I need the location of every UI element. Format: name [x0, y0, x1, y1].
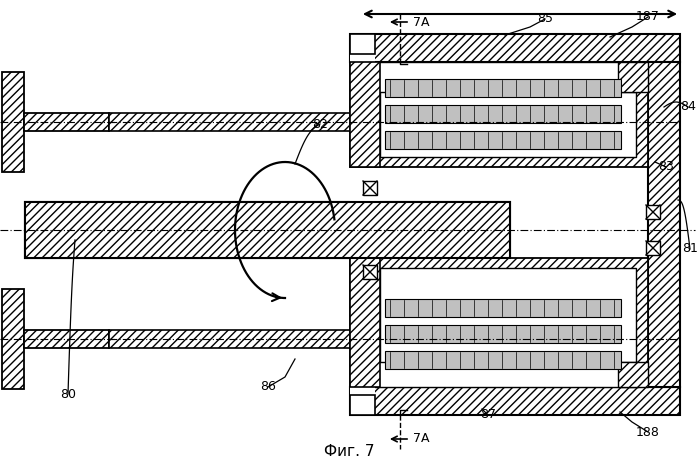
- Bar: [109, 330, 350, 348]
- Bar: [350, 34, 375, 54]
- Bar: [350, 62, 648, 167]
- Bar: [618, 362, 648, 387]
- Bar: [350, 387, 680, 415]
- Text: 87: 87: [480, 409, 496, 422]
- Bar: [350, 258, 380, 387]
- Text: 187: 187: [636, 10, 660, 23]
- Bar: [385, 131, 621, 149]
- Bar: [350, 387, 375, 415]
- Text: 84: 84: [680, 100, 696, 113]
- Bar: [385, 79, 621, 97]
- Bar: [25, 202, 510, 258]
- Bar: [350, 62, 380, 167]
- Text: Фиг. 7: Фиг. 7: [324, 444, 374, 459]
- Bar: [350, 34, 680, 62]
- Bar: [375, 362, 638, 387]
- Bar: [385, 351, 621, 369]
- Bar: [25, 202, 510, 258]
- Bar: [363, 265, 377, 279]
- Text: 86: 86: [260, 381, 276, 394]
- Text: 80: 80: [60, 388, 76, 401]
- Bar: [380, 268, 636, 377]
- Text: 82: 82: [312, 118, 328, 130]
- Text: 7A: 7A: [413, 15, 429, 28]
- Bar: [648, 62, 680, 387]
- Bar: [24, 113, 109, 131]
- Bar: [350, 258, 648, 387]
- Bar: [2, 72, 24, 172]
- Text: 85: 85: [537, 13, 553, 26]
- Bar: [350, 34, 375, 62]
- Bar: [350, 168, 380, 202]
- Bar: [385, 105, 621, 123]
- Bar: [2, 289, 24, 389]
- Bar: [375, 62, 638, 92]
- Bar: [363, 181, 377, 195]
- Bar: [350, 202, 385, 258]
- Bar: [385, 325, 621, 343]
- Text: 188: 188: [636, 425, 660, 439]
- Bar: [24, 330, 109, 348]
- Text: 83: 83: [658, 161, 674, 174]
- Bar: [109, 113, 350, 131]
- Bar: [646, 241, 660, 255]
- Bar: [618, 62, 648, 92]
- Text: 81: 81: [682, 242, 698, 255]
- Bar: [380, 72, 636, 157]
- Bar: [350, 395, 375, 415]
- Bar: [646, 205, 660, 219]
- Bar: [385, 299, 621, 317]
- Text: 7A: 7A: [413, 432, 429, 446]
